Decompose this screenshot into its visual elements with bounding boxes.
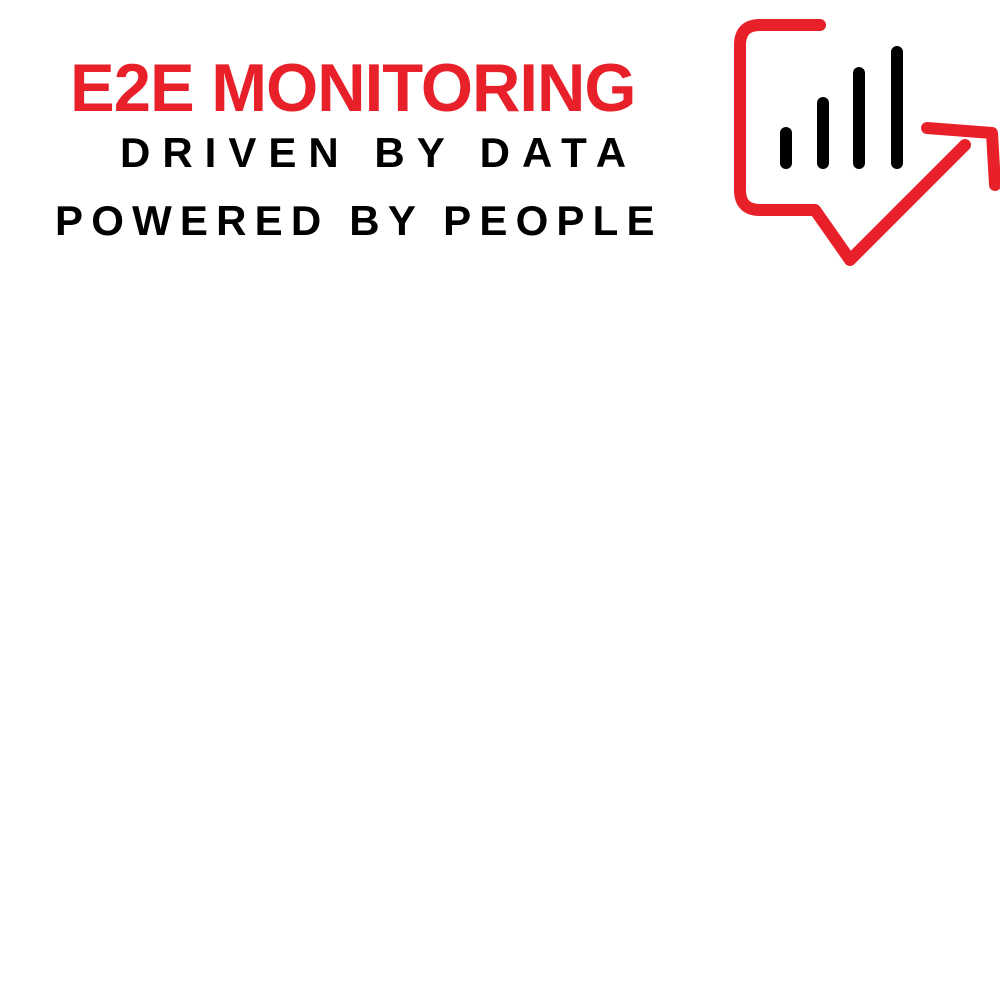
bubble-outline: [734, 19, 971, 266]
brand-block: E2E MONITORING DRIVEN BY DATA POWERED BY…: [0, 0, 1000, 280]
chat-bubble-bar-chart-arrow-icon: [730, 15, 1000, 275]
tagline-line-1: DRIVEN BY DATA: [120, 129, 639, 176]
tagline-line-2: POWERED BY PEOPLE: [55, 197, 663, 244]
logo-svg: [734, 19, 1000, 266]
brand-title: E2E MONITORING: [70, 50, 637, 126]
arrow-head: [921, 122, 1000, 191]
